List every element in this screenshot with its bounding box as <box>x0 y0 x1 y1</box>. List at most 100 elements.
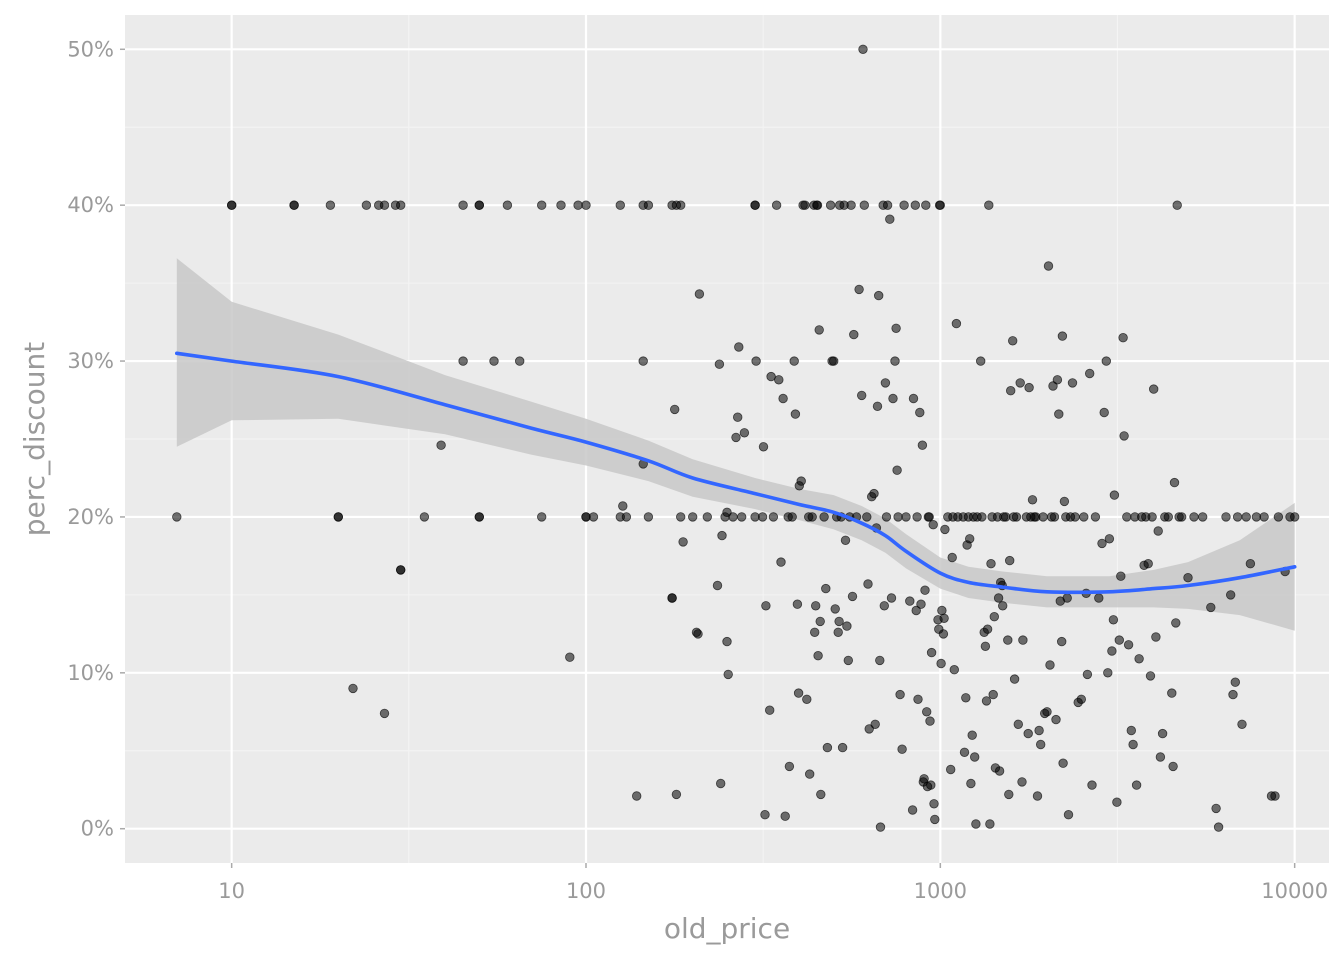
data-point <box>670 404 680 415</box>
data-point <box>919 774 929 784</box>
data-point <box>1009 674 1020 684</box>
data-point <box>977 512 987 522</box>
data-point <box>830 604 840 614</box>
data-point <box>825 200 836 210</box>
confidence-band <box>176 258 1295 631</box>
data-point <box>778 393 788 404</box>
data-point <box>967 730 977 740</box>
data-point <box>1051 714 1061 725</box>
data-point <box>750 200 760 210</box>
data-point <box>712 580 723 591</box>
data-point <box>926 780 936 790</box>
data-point <box>458 200 468 210</box>
tick-labels: 0% 10% 20% 30% 40% 50% 10 100 1000 10000 <box>67 37 1328 903</box>
data-point <box>885 214 895 224</box>
data-point <box>922 707 932 717</box>
data-point <box>881 512 892 522</box>
data-point <box>1168 761 1178 772</box>
data-point <box>1001 512 1011 522</box>
data-point <box>396 200 406 210</box>
data-point <box>1034 725 1044 736</box>
data-point <box>822 742 833 753</box>
data-point <box>892 465 902 475</box>
data-point <box>1116 571 1126 581</box>
y-axis-title: perc_discount <box>18 342 51 536</box>
data-point <box>643 200 654 210</box>
data-point <box>1273 512 1284 522</box>
data-point <box>565 652 575 662</box>
data-point <box>994 766 1005 776</box>
data-point <box>671 789 682 800</box>
data-point <box>879 601 890 611</box>
data-point <box>988 689 998 700</box>
data-point <box>737 512 747 522</box>
data-point <box>458 356 468 366</box>
data-point <box>502 200 513 210</box>
data-point <box>899 200 909 210</box>
data-point <box>924 512 934 522</box>
data-point <box>897 744 907 754</box>
y-tick-label: 40% <box>67 193 114 217</box>
data-point <box>1245 559 1256 569</box>
data-point <box>618 501 628 511</box>
data-point <box>858 44 868 55</box>
data-point <box>792 599 803 609</box>
data-point <box>949 665 960 675</box>
data-point <box>774 375 784 385</box>
data-point <box>784 761 795 772</box>
data-point <box>891 323 901 334</box>
data-point <box>813 651 823 661</box>
data-point <box>1197 512 1208 522</box>
data-point <box>1043 261 1054 271</box>
data-point <box>907 805 918 815</box>
data-point <box>361 200 372 210</box>
data-point <box>1143 559 1153 569</box>
data-point <box>982 624 993 634</box>
data-point <box>1017 777 1027 787</box>
data-point <box>936 658 946 669</box>
data-point <box>716 778 726 789</box>
data-point <box>1109 490 1120 500</box>
y-tick-label: 20% <box>67 505 114 529</box>
data-point <box>1211 803 1221 814</box>
data-point <box>888 393 898 404</box>
data-point <box>760 810 770 820</box>
data-point <box>1058 758 1068 768</box>
data-point <box>872 401 883 412</box>
data-point <box>869 488 879 499</box>
data-point <box>1237 719 1247 730</box>
data-point <box>1084 368 1095 379</box>
data-point <box>908 393 919 404</box>
data-point <box>757 512 768 522</box>
data-point <box>947 552 957 563</box>
data-point <box>875 655 885 666</box>
data-point <box>348 683 358 694</box>
data-point <box>1059 496 1070 507</box>
data-point <box>790 409 801 419</box>
data-point <box>926 647 937 658</box>
data-point <box>436 440 446 450</box>
data-point <box>678 537 688 547</box>
data-point <box>940 524 950 535</box>
data-point <box>981 696 992 706</box>
data-point <box>805 769 815 779</box>
data-point <box>812 200 823 210</box>
data-point <box>796 476 806 486</box>
data-point <box>1054 409 1064 419</box>
data-point <box>870 719 880 730</box>
data-point <box>1155 752 1166 762</box>
data-point <box>1099 407 1109 418</box>
data-point <box>1108 615 1119 625</box>
data-point <box>1076 694 1087 705</box>
data-point <box>976 356 986 366</box>
data-point <box>802 694 812 705</box>
data-point <box>768 512 779 522</box>
data-point <box>961 693 971 703</box>
data-point <box>1259 512 1269 522</box>
data-point <box>1122 512 1132 522</box>
data-point <box>939 613 949 624</box>
data-point <box>913 694 923 705</box>
data-point <box>731 432 741 443</box>
data-point <box>643 512 654 522</box>
data-point <box>1027 495 1038 505</box>
